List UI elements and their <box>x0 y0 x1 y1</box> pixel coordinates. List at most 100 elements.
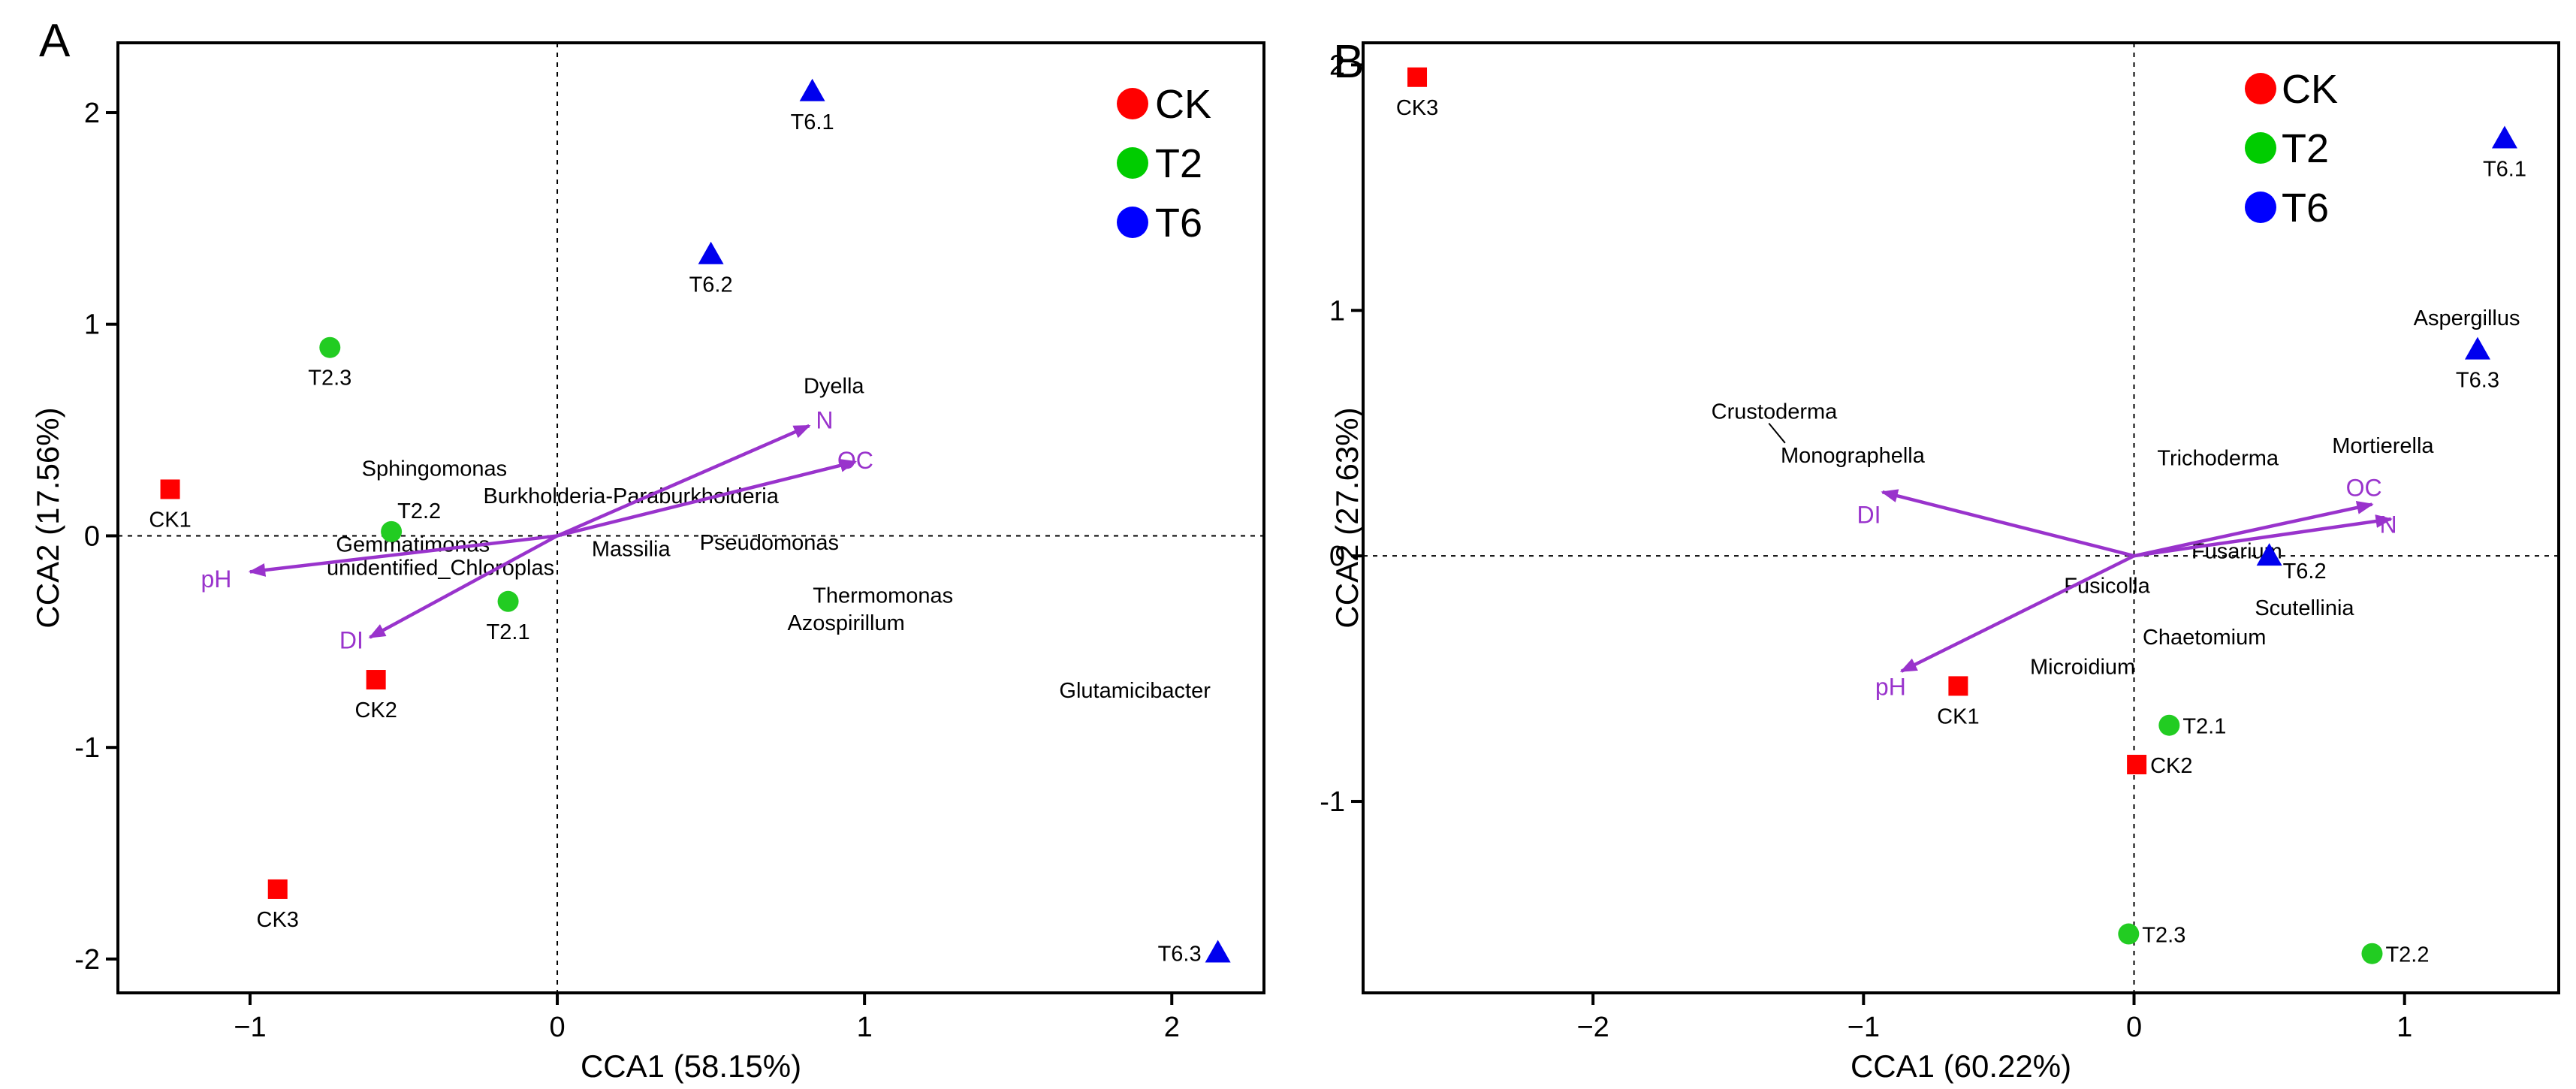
sample-label-t2-1: T2.1 <box>487 620 530 644</box>
taxon-label-pseudomonas: Pseudomonas <box>700 531 839 555</box>
y-tick-label: 0 <box>84 520 100 552</box>
taxon-label-monographella: Monographella <box>1781 444 1926 468</box>
sample-label-ck3: CK3 <box>257 908 299 932</box>
sample-label-ck2: CK2 <box>2150 754 2192 778</box>
y-tick-label: 2 <box>1329 50 1345 81</box>
legend-label-ck: CK <box>2282 67 2338 112</box>
taxon-label-sphingomonas: Sphingomonas <box>362 457 507 481</box>
arrow-oc <box>2134 501 2374 558</box>
arrow-di <box>368 534 559 639</box>
y-tick-label: -1 <box>74 732 100 764</box>
sample-point-t6-3 <box>2464 336 2490 360</box>
legend-marker-ck <box>1117 88 1148 119</box>
x-axis-title: CCA1 (60.22%) <box>1851 1048 2071 1084</box>
taxon-label-microidium: Microidium <box>2030 655 2135 679</box>
legend-marker-t2 <box>1117 147 1148 179</box>
arrow-label-oc: OC <box>2346 475 2382 502</box>
taxon-label-crustoderma: Crustoderma <box>1712 400 1838 424</box>
arrow-oc <box>557 458 858 538</box>
leader-line <box>1768 423 1786 444</box>
arrow-n <box>2134 514 2393 558</box>
arrow-label-oc: OC <box>837 447 873 474</box>
sample-label-t6-3: T6.3 <box>2456 369 2499 393</box>
taxon-label-unidentified-chloroplas: unidentified_Chloroplas <box>327 557 554 581</box>
sample-label-ck1: CK1 <box>1937 704 1979 729</box>
arrow-label-di: DI <box>339 626 363 653</box>
legend-marker-t6 <box>1117 207 1148 238</box>
taxon-label-thermomonas: Thermomonas <box>813 584 953 608</box>
legend-marker-t2 <box>2245 132 2276 164</box>
x-tick-label: 1 <box>2397 1012 2412 1043</box>
x-tick-label: −1 <box>234 1012 266 1043</box>
sample-point-t2-3 <box>2118 923 2140 945</box>
sample-point-t6-3 <box>1205 940 1231 963</box>
x-tick-label: 1 <box>857 1012 873 1043</box>
sample-label-ck1: CK1 <box>149 508 191 532</box>
y-tick-label: 2 <box>84 98 100 129</box>
x-tick-label: −1 <box>1848 1012 1880 1043</box>
sample-point-ck1 <box>1948 676 1968 696</box>
taxon-label-chaetomium: Chaetomium <box>2143 626 2266 650</box>
arrow-ph <box>248 534 558 577</box>
arrow-di <box>1881 489 2135 558</box>
sample-label-t6-1: T6.1 <box>2483 157 2526 181</box>
sample-point-t2-2 <box>381 520 403 542</box>
sample-label-t2-2: T2.2 <box>2385 943 2429 967</box>
sample-point-t2-3 <box>319 336 341 358</box>
y-tick-label: 0 <box>1329 541 1345 572</box>
sample-point-ck2 <box>2127 755 2147 775</box>
sample-label-t6-2: T6.2 <box>689 273 733 297</box>
x-tick-label: 0 <box>549 1012 565 1043</box>
legend-label-t2: T2 <box>1155 141 1202 186</box>
legend-marker-t6 <box>2245 192 2276 223</box>
legend-label-t2: T2 <box>2282 126 2329 171</box>
y-tick-label: -1 <box>1320 786 1345 818</box>
taxon-label-dyella: Dyella <box>804 374 864 398</box>
taxon-label-fusicolla: Fusicolla <box>2064 574 2150 598</box>
sample-point-t2-2 <box>2361 943 2383 964</box>
legend-marker-ck <box>2245 73 2276 104</box>
legend-label-t6: T6 <box>2282 186 2329 231</box>
sample-point-t6-1 <box>2491 125 2517 149</box>
legend-label-ck: CK <box>1155 82 1211 127</box>
sample-point-t6-1 <box>799 78 825 101</box>
sample-point-t2-1 <box>497 590 519 612</box>
arrow-label-di: DI <box>1857 502 1881 529</box>
taxon-label-trichoderma: Trichoderma <box>2157 446 2279 470</box>
x-tick-label: 2 <box>1164 1012 1180 1043</box>
arrow-label-ph: pH <box>1875 673 1906 700</box>
sample-point-t2-1 <box>2158 714 2180 736</box>
arrow-label-n: N <box>816 406 833 433</box>
taxon-label-glutamicibacter: Glutamicibacter <box>1059 679 1211 703</box>
sample-point-ck3 <box>267 879 288 899</box>
x-tick-label: 0 <box>2126 1012 2142 1043</box>
plot-frame <box>1362 41 2560 994</box>
x-tick-label: −2 <box>1576 1012 1609 1043</box>
panel-b: −2 −1 0 1 -1 0 1 2 CCA1 (60.22%) CCA2 (27.63%) B As… <box>1320 36 2560 1084</box>
sample-label-ck3: CK3 <box>1396 96 1438 120</box>
taxon-label-mortierella: Mortierella <box>2332 434 2434 458</box>
y-axis-title: CCA2 (17.56%) <box>30 407 65 628</box>
x-axis-title: CCA1 (58.15%) <box>581 1048 801 1084</box>
legend-label-t6: T6 <box>1155 201 1202 246</box>
taxon-label-massilia: Massilia <box>592 537 671 561</box>
y-tick-label: 1 <box>1329 295 1345 327</box>
plot-frame <box>116 41 1265 994</box>
sample-label-t2-3: T2.3 <box>2142 924 2185 948</box>
y-tick-label: -2 <box>74 944 100 976</box>
sample-point-ck2 <box>366 670 386 690</box>
arrow-label-ph: pH <box>201 566 231 593</box>
sample-label-t6-1: T6.1 <box>791 110 834 134</box>
panel-letter: A <box>39 15 71 67</box>
sample-label-ck2: CK2 <box>354 698 397 722</box>
sample-point-t6-2 <box>2256 543 2282 566</box>
sample-point-ck1 <box>160 479 180 499</box>
panel-letter: B <box>1333 36 1364 88</box>
panel-a: −1 0 1 2 -2 -1 0 1 2 CCA1 (58.15%) CCA2 (17.56%) A D… <box>30 15 1265 1084</box>
taxon-label-aspergillus: Aspergillus <box>2414 306 2520 330</box>
arrow-label-n: N <box>2380 511 2397 538</box>
sample-label-t6-3: T6.3 <box>1158 942 1202 966</box>
arrow-n <box>557 424 811 538</box>
sample-point-t6-2 <box>698 241 724 264</box>
sample-label-t2-3: T2.3 <box>308 367 351 391</box>
